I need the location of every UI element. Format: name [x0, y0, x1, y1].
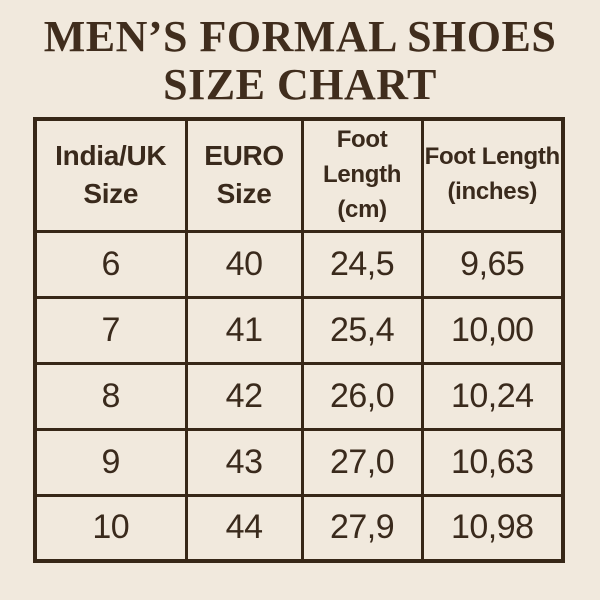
size-chart-table: India/UK Size EURO Size Foot Length (cm)…	[33, 117, 565, 563]
page-title: MEN’S FORMAL SHOES SIZE CHART	[0, 13, 600, 109]
cell-india-uk: 10	[33, 493, 188, 563]
table-row: 8 42 26,0 10,24	[33, 361, 565, 431]
cell-euro: 43	[184, 427, 304, 497]
cell-inches: 10,98	[420, 493, 565, 563]
cell-inches: 10,63	[420, 427, 565, 497]
cell-euro: 44	[184, 493, 304, 563]
header-row: India/UK Size EURO Size Foot Length (cm)…	[33, 117, 565, 233]
cell-euro: 41	[184, 295, 304, 365]
cell-inches: 9,65	[420, 229, 565, 299]
col-header-foot-length-cm: Foot Length (cm)	[300, 117, 424, 233]
cell-cm: 26,0	[300, 361, 424, 431]
cell-cm: 27,0	[300, 427, 424, 497]
table-row: 6 40 24,5 9,65	[33, 229, 565, 299]
cell-inches: 10,00	[420, 295, 565, 365]
cell-euro: 40	[184, 229, 304, 299]
table-row: 7 41 25,4 10,00	[33, 295, 565, 365]
cell-cm: 25,4	[300, 295, 424, 365]
table-row: 9 43 27,0 10,63	[33, 427, 565, 497]
cell-euro: 42	[184, 361, 304, 431]
col-header-euro-size: EURO Size	[184, 117, 304, 233]
cell-india-uk: 7	[33, 295, 188, 365]
cell-cm: 27,9	[300, 493, 424, 563]
col-header-india-uk-size: India/UK Size	[33, 117, 188, 233]
cell-inches: 10,24	[420, 361, 565, 431]
table-row: 10 44 27,9 10,98	[33, 493, 565, 563]
cell-india-uk: 9	[33, 427, 188, 497]
cell-cm: 24,5	[300, 229, 424, 299]
title-line-2: SIZE CHART	[163, 59, 437, 109]
cell-india-uk: 6	[33, 229, 188, 299]
cell-india-uk: 8	[33, 361, 188, 431]
title-line-1: MEN’S FORMAL SHOES	[43, 12, 557, 61]
col-header-foot-length-inches: Foot Length (inches)	[420, 117, 565, 233]
